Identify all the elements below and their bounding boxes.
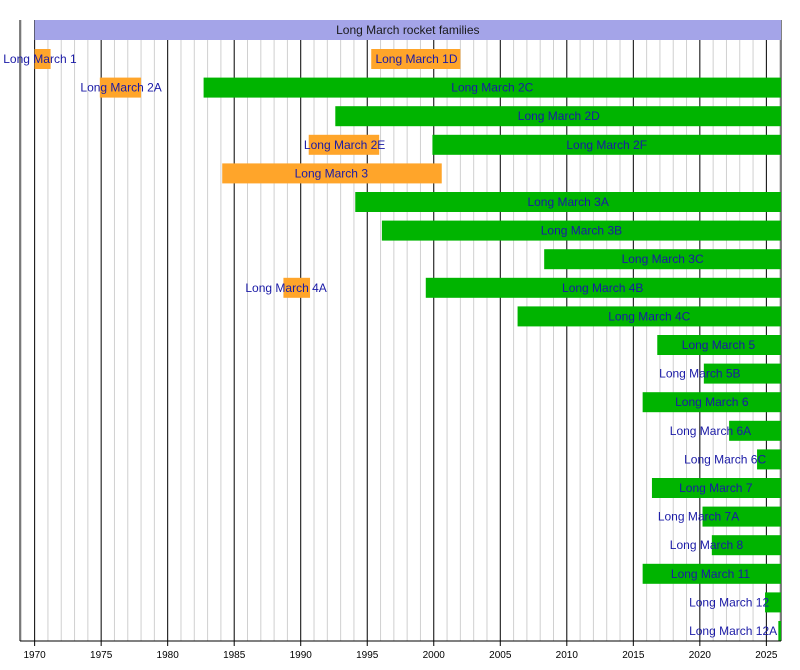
x-tick-label: 2025	[755, 650, 778, 661]
labels-layer: Long March rocket families Long March 1 Lo…	[3, 23, 777, 638]
x-tick-label: 1985	[223, 650, 246, 661]
x-tick-label: 1995	[356, 650, 379, 661]
x-tick-label: 2015	[622, 650, 645, 661]
bar-long-march-6	[642, 392, 781, 413]
x-tick-label: 1975	[90, 650, 113, 661]
bar-long-march-3c	[544, 249, 781, 270]
bar-long-march-2c	[203, 77, 781, 98]
bar-long-march-1	[34, 49, 51, 69]
bar-label: Long March 3A	[527, 195, 608, 209]
x-tick-label: 2010	[556, 650, 579, 661]
title-bar	[34, 20, 781, 40]
bar-label: Long March 7A	[658, 510, 739, 524]
bar-label: Long March 7	[679, 481, 753, 495]
bar-label: Long March 5B	[659, 367, 740, 381]
chart-title: Long March rocket families	[336, 23, 479, 37]
bar-long-march-11	[642, 563, 781, 584]
bar-label: Long March 4A	[245, 281, 326, 295]
bar-label: Long March 12	[689, 595, 769, 609]
bar-long-march-4c	[517, 306, 781, 327]
bar-label: Long March 6A	[670, 424, 751, 438]
bar-long-march-2d	[335, 106, 781, 127]
bar-long-march-3b	[381, 220, 781, 241]
bar-long-march-2f	[432, 134, 781, 155]
bar-label: Long March 3	[295, 166, 369, 180]
bar-long-march-2e	[308, 134, 380, 155]
bar-label: Long March 3B	[541, 224, 622, 238]
bar-long-march-3	[222, 163, 442, 184]
bar-label: Long March 6	[675, 395, 749, 409]
bar-label: Long March 3C	[622, 252, 704, 266]
bar-label: Long March 4B	[562, 281, 643, 295]
bar-long-march-3a	[355, 192, 781, 212]
bar-long-march-2a	[99, 77, 142, 98]
bar-label: Long March 8	[670, 538, 744, 552]
bar-long-march-4a	[283, 277, 311, 298]
bar-long-march-6c	[757, 449, 781, 470]
bar-label: Long March 2C	[451, 81, 533, 95]
x-tick-label: 2000	[423, 650, 446, 661]
bar-label: Long March 4C	[608, 309, 690, 323]
bar-label: Long March 12A	[689, 624, 777, 638]
bar-long-march-12a	[778, 621, 781, 641]
x-tick-label: 1990	[290, 650, 313, 661]
bar-label: Long March 1D	[375, 52, 457, 66]
bar-label: Long March 6C	[684, 452, 766, 466]
x-tick-label: 2005	[489, 650, 512, 661]
bar-label: Long March 1	[3, 52, 77, 66]
bar-long-march-1d	[371, 49, 461, 69]
x-tick-label: 1970	[24, 650, 47, 661]
bar-label: Long March 2D	[518, 109, 600, 123]
bar-label: Long March 11	[671, 567, 750, 581]
x-tick-label: 2020	[689, 650, 712, 661]
bar-long-march-7	[651, 478, 781, 498]
bar-long-march-8	[711, 535, 781, 556]
x-axis: 1970 1975 1980 1985 1990 1995 2000 2005 2010 2015…	[20, 640, 781, 661]
bar-label: Long March 5	[682, 338, 756, 352]
x-tick-label: 1980	[157, 650, 180, 661]
bar-label: Long March 2E	[304, 138, 385, 152]
bars-layer	[34, 20, 781, 641]
bar-long-march-5	[657, 335, 781, 355]
bar-label: Long March 2A	[80, 81, 161, 95]
bar-label: Long March 2F	[566, 138, 647, 152]
bar-long-march-12	[765, 592, 781, 613]
bar-long-march-5b	[703, 363, 781, 384]
bar-long-march-6a	[729, 420, 781, 441]
bar-long-march-4b	[425, 277, 781, 298]
bar-long-march-7a	[702, 506, 781, 527]
